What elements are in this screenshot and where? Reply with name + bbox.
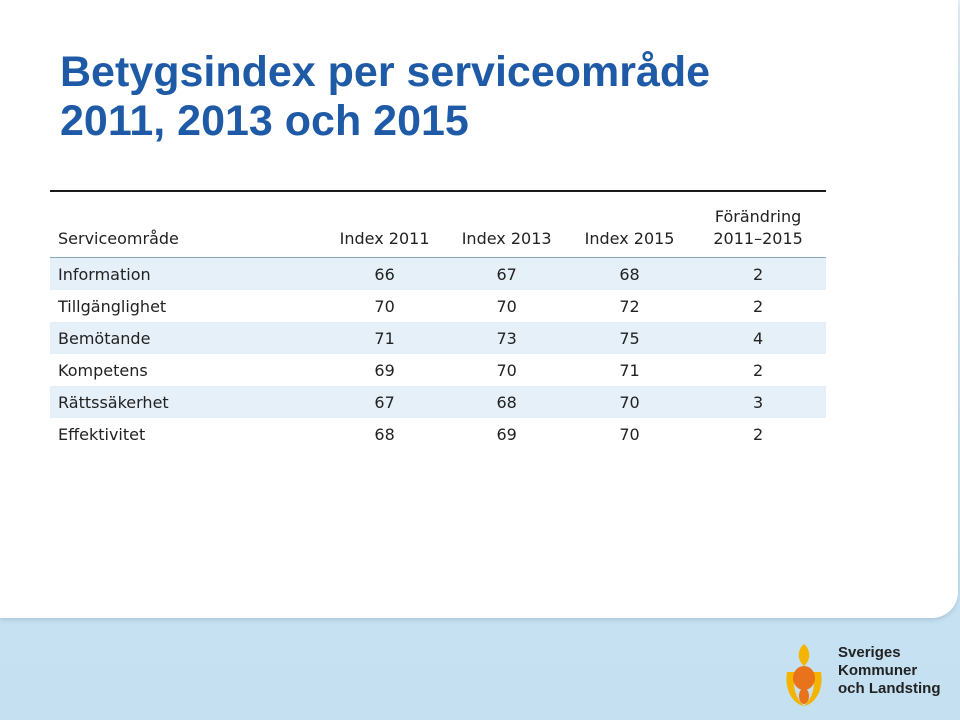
cell-index-2011: 67 (324, 386, 445, 418)
table-row: Bemötande 71 73 75 4 (50, 322, 826, 354)
cell-index-2015: 68 (568, 257, 691, 290)
logo-flame (798, 644, 810, 666)
cell-index-2013: 73 (444, 322, 569, 354)
cell-area: Bemötande (50, 322, 325, 354)
index-table: Serviceområde Index 2011 Index 2013 Inde… (50, 190, 826, 450)
cell-change: 2 (752, 424, 764, 444)
header-change: Förändring 2011–2015 (690, 191, 826, 258)
header-change-line-2: 2011–2015 (713, 229, 803, 248)
table-header-row: Serviceområde Index 2011 Index 2013 Inde… (50, 191, 826, 258)
cell-index-2015: 70 (619, 424, 640, 444)
cell-index-2013: 68 (444, 386, 569, 418)
slide-content-area (0, 0, 958, 618)
cell-index-2011: 66 (324, 257, 445, 290)
cell-change: 2 (690, 257, 826, 290)
slide-title-line-1: Betygsindex per serviceområde (60, 48, 711, 96)
logo-text-line-1: Sveriges (838, 644, 901, 661)
header-index-2013: Index 2013 (444, 191, 569, 258)
cell-index-2013: 70 (496, 296, 517, 316)
logo-text-line-3: och Landsting (838, 680, 941, 697)
cell-index-2015: 70 (568, 386, 691, 418)
cell-index-2013: 70 (496, 360, 517, 380)
logo-text-line-2: Kommuner (838, 662, 918, 679)
logo-right-arm (804, 672, 822, 706)
header-service-area: Serviceområde (50, 191, 325, 258)
cell-index-2011: 70 (374, 296, 395, 316)
cell-change: 2 (752, 296, 764, 316)
skl-logo: Sveriges Kommuner och Landsting (778, 638, 948, 710)
table-row: Tillgänglighet 70 70 72 2 (50, 290, 826, 322)
cell-index-2015: 75 (568, 322, 691, 354)
cell-index-2015: 71 (619, 360, 640, 380)
cell-index-2011: 71 (324, 322, 445, 354)
cell-change: 3 (690, 386, 826, 418)
cell-area: Effektivitet (58, 424, 146, 444)
cell-index-2011: 68 (374, 424, 395, 444)
cell-area: Kompetens (58, 360, 148, 380)
table-row: Effektivitet 68 69 70 2 (50, 418, 826, 450)
cell-area: Rättssäkerhet (50, 386, 325, 418)
cell-change: 4 (690, 322, 826, 354)
logo-left-arm (786, 672, 804, 706)
header-index-2015: Index 2015 (568, 191, 691, 258)
cell-index-2013: 69 (496, 424, 517, 444)
logo-center (793, 666, 815, 690)
logo-wordmark: Sveriges Kommuner och Landsting (838, 644, 941, 698)
cell-index-2011: 69 (374, 360, 395, 380)
table-row: Rättssäkerhet 67 68 70 3 (50, 386, 826, 418)
skl-emblem-icon (786, 644, 822, 706)
header-change-line-1: Förändring (714, 207, 802, 226)
cell-area: Information (50, 257, 325, 290)
cell-index-2013: 67 (444, 257, 569, 290)
slide-title-line-2: 2011, 2013 och 2015 (60, 97, 469, 145)
header-index-2011: Index 2011 (324, 191, 445, 258)
cell-area: Tillgänglighet (58, 296, 167, 316)
logo-base (799, 688, 809, 704)
table-row: Kompetens 69 70 71 2 (50, 354, 826, 386)
table-row: Information 66 67 68 2 (50, 257, 826, 290)
cell-change: 2 (752, 360, 764, 380)
slide-title: Betygsindex per serviceområde 2011, 2013… (60, 48, 710, 146)
cell-index-2015: 72 (619, 296, 640, 316)
